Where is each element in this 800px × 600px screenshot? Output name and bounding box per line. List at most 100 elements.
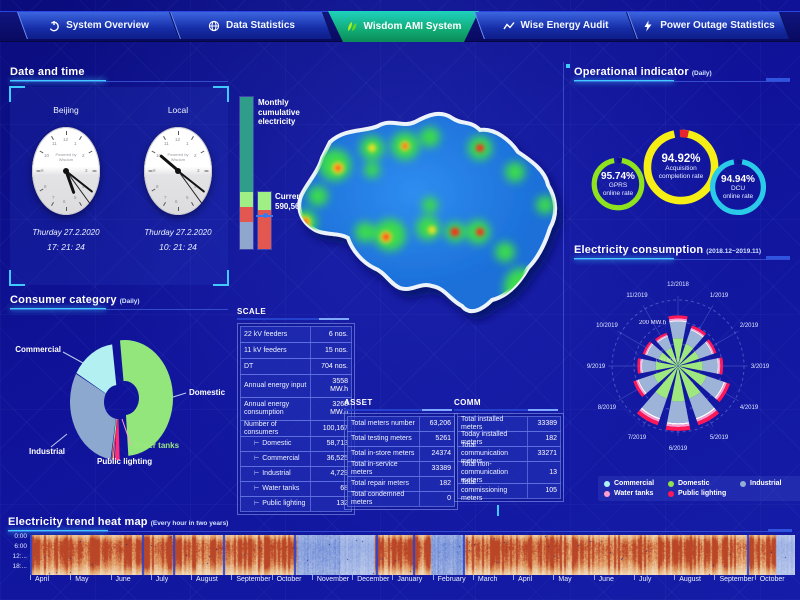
rose-month-label: 10/2019 [596, 323, 618, 329]
heatmap-month-label: January [397, 576, 423, 583]
tab-wisdom-ami-system[interactable]: Wisdom AMI System [328, 11, 479, 42]
clock-brand: Powered by Wisdom [55, 152, 77, 162]
pie-leader-line [172, 392, 187, 398]
table-row: Total meters number 63,206 [347, 416, 455, 432]
rose-wedge-segment [635, 379, 646, 396]
clock-numeral: 9 [153, 168, 156, 173]
heatmap-panel-title: Electricity trend heat map (Every hour in… [8, 516, 229, 528]
clock-tick [190, 201, 194, 206]
legend-item: Commercial [604, 480, 668, 487]
rose-wedge-segment [639, 358, 642, 374]
clock-tick [162, 201, 166, 206]
clock-tick [39, 188, 44, 192]
rose-wedge-segment [644, 342, 653, 355]
rose-wedge-segment [705, 340, 715, 355]
heatmap-month-tick [593, 575, 595, 580]
clock-numeral: 2 [82, 152, 85, 158]
heatmap-month-label: August [196, 576, 218, 583]
heatmap-month-label: September [236, 576, 271, 583]
bolt-icon [644, 20, 652, 31]
rose-wedge-segment [633, 380, 645, 398]
heatmap-month-label: July [155, 576, 169, 583]
heatmap-y-label: 12:... [12, 553, 27, 560]
heatmap-month-tick [271, 575, 273, 580]
rose-wedge-segment [678, 366, 707, 386]
bar-segment [240, 192, 253, 207]
bar-segment [258, 210, 271, 249]
scale-table: 22 kV feeders 6 nos. 11 kV feeders 15 nos.… [237, 323, 355, 515]
table-row: Total commissioning meters 105 [457, 479, 561, 502]
pie-label-water-tanks: Water tanks [134, 441, 180, 450]
tab-label: Wise Energy Audit [520, 20, 609, 31]
table-row: ⊢ Domestic 58,713 [240, 436, 352, 452]
clock-time: 10: 21: 24 [159, 242, 197, 252]
heatmap-y-label: 18:... [12, 563, 27, 570]
consumer-type-icon: ⊢ [254, 501, 260, 507]
rose-wedge-segment [641, 358, 643, 374]
rose-wedge-segment [696, 408, 717, 422]
table-row: 11 kV feeders 15 nos. [240, 342, 352, 359]
legend-item: Public lighting [668, 490, 740, 497]
right-column-divider [563, 62, 564, 492]
consumer-pie-chart: Commercial Domestic Industrial Water tanks P… [15, 340, 226, 466]
clock-tick [78, 136, 82, 141]
region-heat-map [297, 111, 557, 314]
rose-wedge-segment [671, 366, 685, 402]
gauge-label: completion rate [658, 173, 704, 180]
rose-wedge-segment [667, 401, 689, 424]
rose-wedge-segment [690, 329, 704, 338]
pie-label-industrial: Industrial [29, 447, 65, 456]
clock-tick [78, 201, 82, 206]
rose-month-label: 2/2019 [740, 323, 759, 329]
heatmap-month-label: May [558, 576, 572, 583]
rose-wedge-segment [655, 361, 678, 371]
table-row: ⊢ Public lighting 132 [240, 496, 352, 512]
rose-wedge-segment [706, 339, 717, 354]
rose-wedge-segment [668, 318, 688, 322]
pie-label-commercial: Commercial [15, 345, 61, 354]
heatmap-month-label: November [316, 576, 350, 583]
tab-wise-energy-audit[interactable]: Wise Energy Audit [474, 12, 637, 39]
heatmap-month-tick [311, 575, 313, 580]
rose-wedge-segment [665, 347, 678, 366]
rose-wedge-segment [657, 336, 672, 352]
pie-slice-public-lighting [114, 418, 120, 460]
rose-wedge-segment [640, 407, 661, 420]
clock-city-local: Local [167, 105, 189, 115]
pie-leader-line [111, 419, 119, 460]
pie-leader-line [50, 433, 68, 448]
rose-wedge-segment [642, 341, 652, 355]
clock-numeral: 6 [175, 199, 178, 204]
asset-table-title: ASSET [344, 398, 373, 407]
rose-wedge-segment [678, 351, 700, 366]
rose-radial-label: 100 MW.h [655, 358, 682, 364]
clock-tick [177, 207, 179, 211]
corner-bracket [9, 86, 25, 102]
consumer-type-icon: ⊢ [254, 441, 260, 447]
clock-tick [92, 170, 96, 172]
legend-dot [668, 480, 674, 487]
pie-leader-line [62, 351, 84, 364]
rose-wedge-segment [694, 342, 712, 359]
clock-numeral: 7 [52, 194, 55, 200]
heatmap-month-tick [231, 575, 233, 580]
table-row: Today installed meters 182 [457, 431, 561, 447]
clock-numeral: 7 [164, 194, 167, 200]
pie-slice-water-tanks [111, 418, 117, 460]
heatmap-month-tick [513, 575, 515, 580]
legend-item: Domestic [668, 480, 740, 487]
consumption-rose-chart: 12/2018 1/2019 2/2019 3/2019 4/2019 5/2019 6/2… [587, 282, 770, 452]
tab-power-outage-statistics[interactable]: Power Outage Statistics [627, 12, 790, 39]
pie-slice-industrial [70, 373, 116, 460]
map-green-hotspots [299, 127, 554, 308]
gauge-ring [709, 158, 767, 216]
analog-clock-beijing: Powered by Wisdom 121234567891011 [32, 127, 100, 215]
operational-headrule [574, 81, 790, 82]
heatmap-month-label: May [75, 576, 89, 583]
gauge-label: GPRS [608, 181, 628, 189]
gauge-label: online rate [722, 192, 754, 200]
heatmap-month-label: April [35, 576, 50, 583]
tab-data-statistics[interactable]: Data Statistics [170, 12, 333, 39]
tab-system-overview[interactable]: System Overview [17, 12, 180, 39]
